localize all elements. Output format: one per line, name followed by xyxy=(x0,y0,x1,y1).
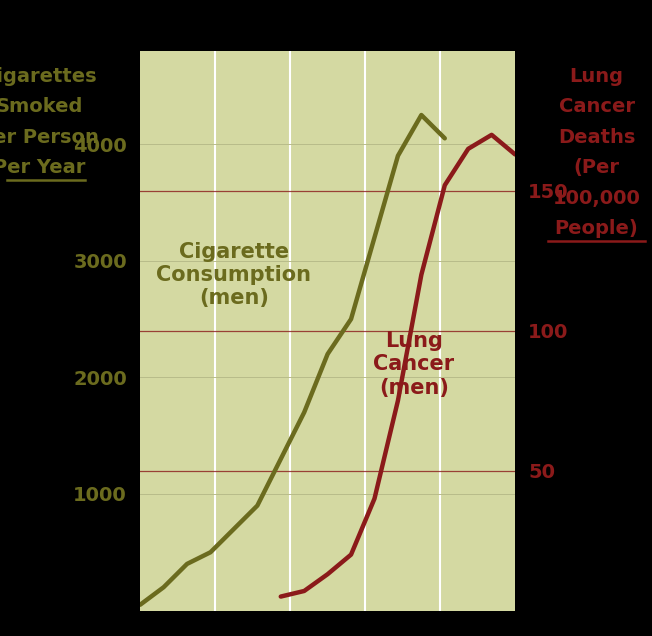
Text: (Per: (Per xyxy=(574,158,619,177)
Text: People): People) xyxy=(555,219,638,238)
Text: Lung
Cancer
(men): Lung Cancer (men) xyxy=(374,331,454,398)
Text: Lung: Lung xyxy=(570,67,623,86)
Text: Per Person: Per Person xyxy=(0,128,99,147)
Text: Deaths: Deaths xyxy=(558,128,635,147)
Text: Cancer: Cancer xyxy=(559,97,634,116)
Text: Smoked: Smoked xyxy=(0,97,83,116)
Text: Cigarette
Consumption
(men): Cigarette Consumption (men) xyxy=(156,242,312,308)
Text: Cigarettes: Cigarettes xyxy=(0,67,96,86)
Text: Per Year: Per Year xyxy=(0,158,85,177)
Text: 100,000: 100,000 xyxy=(553,189,640,208)
